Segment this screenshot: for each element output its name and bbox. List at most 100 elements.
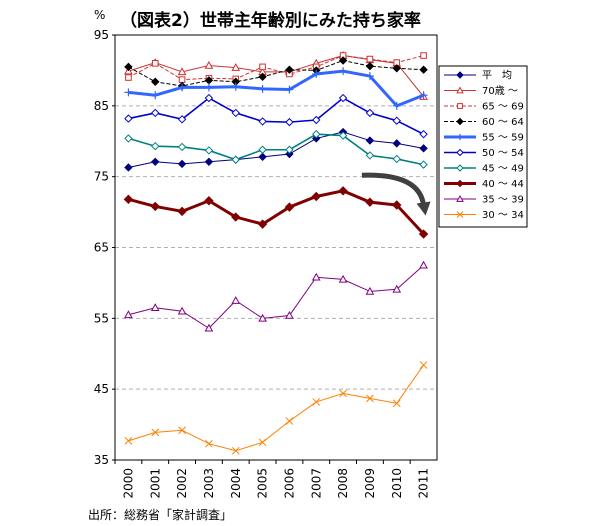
data-point xyxy=(285,65,294,74)
data-point xyxy=(204,157,214,166)
data-point xyxy=(338,93,348,103)
series-line xyxy=(128,55,424,81)
data-point xyxy=(312,115,321,125)
data-point xyxy=(392,399,401,408)
series-line xyxy=(128,364,424,452)
series-line xyxy=(128,59,424,87)
data-point xyxy=(204,83,213,92)
data-point xyxy=(365,108,375,118)
data-point xyxy=(338,131,348,140)
y-tick-label: 85 xyxy=(94,99,109,113)
y-axis-unit: % xyxy=(94,8,106,22)
data-point xyxy=(125,74,132,81)
data-point xyxy=(456,117,464,126)
legend-item: 55 ～ 59 xyxy=(444,133,524,144)
data-point xyxy=(258,145,267,154)
data-point xyxy=(338,274,348,283)
legend-item: 40 ～ 44 xyxy=(444,179,524,190)
data-point xyxy=(231,212,241,222)
data-point xyxy=(456,164,464,172)
legend-label: 40 ～ 44 xyxy=(482,179,524,190)
data-point xyxy=(392,101,401,110)
data-point xyxy=(204,93,214,103)
legend-item: 70歳 ～ xyxy=(444,85,518,97)
data-point xyxy=(312,69,321,78)
y-tick-label: 55 xyxy=(94,311,109,325)
data-point xyxy=(150,201,160,212)
series-line xyxy=(128,131,424,168)
x-tick-label: 2000 xyxy=(121,468,135,499)
data-point xyxy=(312,134,321,143)
data-point xyxy=(124,62,133,72)
data-point xyxy=(231,155,240,164)
legend-label: 50 ～ 54 xyxy=(482,148,524,159)
series-6 xyxy=(124,129,428,169)
data-point xyxy=(151,428,160,437)
axis-layer: 35 45 55 65 75 85 95 2000 2001 2002 2003 2004 2005 20… xyxy=(94,28,438,499)
x-tick-label: 2002 xyxy=(175,468,189,499)
data-point xyxy=(392,154,401,164)
data-point xyxy=(177,142,187,152)
data-point xyxy=(285,85,294,94)
chart-title: （図表2）世帯主年齢別にみた持ち家率 xyxy=(120,11,421,31)
data-point xyxy=(418,229,429,239)
y-tick-label: 75 xyxy=(94,170,109,184)
legend-box xyxy=(438,65,528,228)
data-point xyxy=(178,76,186,83)
source-note: 出所：総務省「家計調査」 xyxy=(88,508,233,522)
data-point xyxy=(124,134,133,143)
x-tick-label: 2008 xyxy=(336,468,350,499)
data-point xyxy=(285,117,294,127)
y-tick-label: 45 xyxy=(94,382,109,396)
data-point xyxy=(151,142,160,151)
series-line xyxy=(128,133,424,166)
data-point xyxy=(124,163,133,172)
legend-item: 60 ～ 64 xyxy=(444,117,524,128)
data-point xyxy=(365,197,375,207)
data-point xyxy=(419,160,428,169)
data-point xyxy=(392,116,401,125)
y-tick-label: 35 xyxy=(94,453,109,467)
data-point xyxy=(419,361,428,369)
data-point xyxy=(456,148,464,157)
x-tick-label: 2011 xyxy=(417,468,431,499)
data-point xyxy=(124,310,133,319)
trend-arrowhead xyxy=(416,201,431,216)
data-point xyxy=(365,61,375,71)
data-point xyxy=(366,394,374,403)
data-point xyxy=(392,139,401,148)
annotation-layer xyxy=(361,172,431,216)
legend-item: 平 均 xyxy=(444,70,512,82)
data-point xyxy=(204,60,214,69)
data-point xyxy=(231,296,241,304)
data-point xyxy=(285,417,294,425)
data-point xyxy=(419,144,428,153)
data-point xyxy=(178,83,187,92)
data-point xyxy=(124,114,133,123)
y-tick-label: 95 xyxy=(94,28,109,42)
legend-item: 30 ～ 34 xyxy=(444,210,524,221)
data-point xyxy=(456,211,464,218)
data-point xyxy=(419,65,428,74)
data-point xyxy=(456,71,464,79)
data-point xyxy=(123,194,134,205)
data-point xyxy=(419,129,428,139)
legend-label: 55 ～ 59 xyxy=(482,133,524,144)
data-point xyxy=(204,196,214,206)
data-point xyxy=(177,206,187,217)
series-line xyxy=(128,55,424,97)
data-point xyxy=(258,117,267,126)
data-point xyxy=(204,323,214,332)
data-point xyxy=(258,72,267,81)
legend-label: 35 ～ 39 xyxy=(482,195,524,206)
data-point xyxy=(457,103,463,109)
legend-item: 35 ～ 39 xyxy=(444,195,524,206)
series-layer xyxy=(123,51,429,455)
data-point xyxy=(151,77,160,86)
legend-label: 30 ～ 34 xyxy=(482,210,524,221)
grid-layer xyxy=(115,105,437,390)
data-point xyxy=(177,306,187,315)
data-point xyxy=(456,86,464,94)
legend-item: 50 ～ 54 xyxy=(444,148,524,159)
